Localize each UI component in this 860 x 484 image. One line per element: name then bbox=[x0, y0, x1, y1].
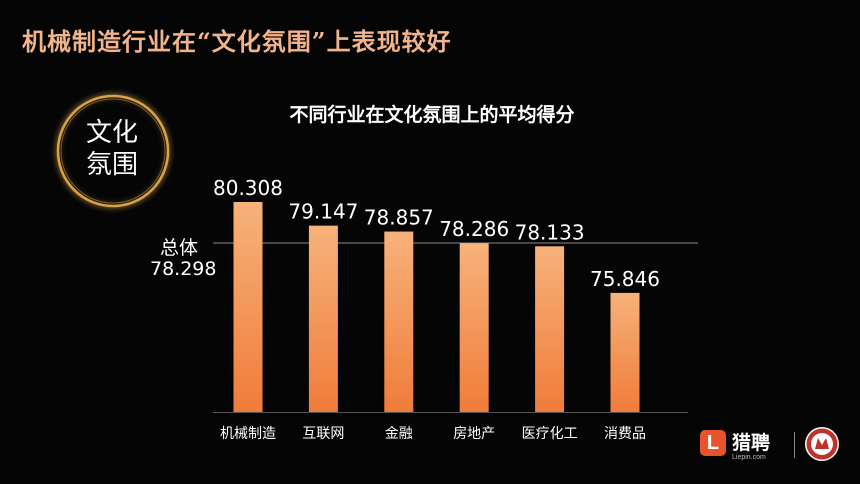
bar-2 bbox=[308, 225, 338, 412]
logo-sub: Liepin.com bbox=[732, 454, 766, 461]
category-label: 金融 bbox=[385, 426, 413, 442]
badge-ring-icon bbox=[49, 87, 177, 215]
badge-line-2: 氛围 bbox=[85, 150, 138, 180]
university-seal-icon bbox=[805, 427, 839, 461]
bar-value-label: 75.846 bbox=[590, 267, 660, 291]
slide-title: 机械制造行业在“文化氛围”上表现较好 bbox=[22, 27, 452, 56]
logo-name: 猎聘 bbox=[732, 432, 771, 454]
category-label: 房地产 bbox=[453, 426, 495, 442]
category-label: 医疗化工 bbox=[522, 426, 578, 442]
category-label: 互联网 bbox=[302, 426, 344, 442]
logo-divider bbox=[794, 432, 795, 458]
bar-5 bbox=[535, 246, 565, 412]
liepin-logo: L 猎聘 Liepin.com bbox=[696, 424, 846, 470]
bar-value-label: 79.147 bbox=[288, 200, 358, 224]
reference-label: 总体 bbox=[160, 237, 198, 259]
category-label: 消费品 bbox=[604, 426, 646, 442]
bar-6 bbox=[610, 292, 640, 412]
bar-value-label: 78.133 bbox=[515, 220, 585, 244]
bar-value-label: 78.857 bbox=[364, 206, 434, 230]
bar-3 bbox=[384, 231, 414, 412]
bar-value-label: 78.286 bbox=[439, 217, 509, 241]
liepin-mark-icon: L bbox=[700, 430, 726, 456]
bar-value-label: 80.308 bbox=[213, 176, 283, 200]
chart-title: 不同行业在文化氛围上的平均得分 bbox=[289, 103, 574, 126]
bar-4 bbox=[459, 243, 489, 412]
reference-value-label: 78.298 bbox=[150, 258, 216, 280]
badge-text: 文化 氛围 bbox=[62, 117, 162, 181]
badge-line-1: 文化 bbox=[85, 118, 138, 148]
bar-1 bbox=[233, 202, 263, 412]
category-label: 机械制造 bbox=[220, 426, 276, 442]
